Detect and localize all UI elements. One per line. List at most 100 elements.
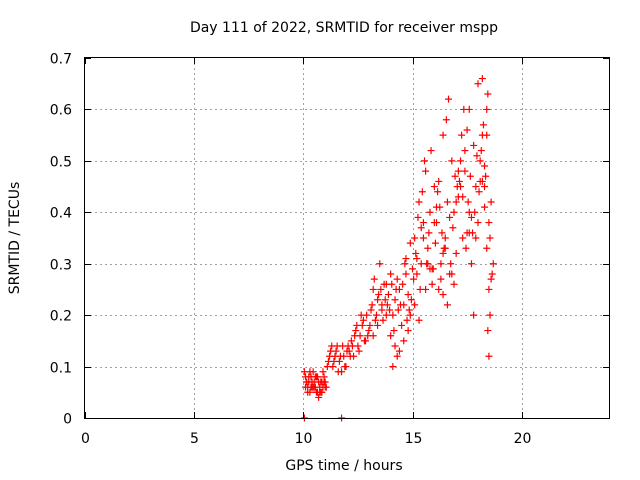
data-point [452,249,460,257]
data-point [390,327,398,335]
data-point [412,249,420,257]
data-point [422,167,430,175]
data-point [382,280,390,288]
data-point [374,296,382,304]
data-point [485,352,493,360]
data-point [366,321,374,329]
data-point [433,203,441,211]
data-point [485,285,493,293]
data-point [434,188,442,196]
data-point [404,327,412,335]
data-point [374,321,382,329]
data-point [417,224,425,232]
data-point [435,177,443,185]
data-point [357,311,365,319]
data-point [439,249,447,257]
data-point [486,311,494,319]
data-point [365,327,373,335]
data-point [379,316,387,324]
data-point [465,105,473,113]
data-point [383,301,391,309]
data-point [426,208,434,216]
data-point [474,219,482,227]
data-point [371,316,379,324]
data-point [430,219,438,227]
data-point [488,270,496,278]
grid-layer [85,58,609,418]
x-tick-label: 20 [514,431,532,447]
data-point [311,373,319,381]
data-point [391,342,399,350]
data-point [438,229,446,237]
data-point [346,352,354,360]
data-point [331,352,339,360]
y-tick-label: 0.2 [50,309,72,325]
data-point [392,285,400,293]
data-point [391,296,399,304]
data-point [342,363,350,371]
data-point [393,275,401,283]
data-point [410,275,418,283]
data-point [407,296,415,304]
data-point [483,105,491,113]
data-point [421,157,429,165]
data-point [427,147,435,155]
data-point [338,368,346,376]
data-point [309,383,317,391]
data-point [303,378,311,386]
data-point [372,311,380,319]
points-layer [300,75,497,422]
data-point [447,260,455,268]
data-point [457,157,465,165]
data-point [398,321,406,329]
data-point [400,337,408,345]
data-point [485,219,493,227]
data-point [459,234,467,242]
data-point [477,147,485,155]
data-point [443,301,451,309]
data-point [445,95,453,103]
data-point [387,332,395,340]
data-point [449,224,457,232]
data-point [470,311,478,319]
data-point [448,270,456,278]
data-point [414,213,422,221]
data-point [415,316,423,324]
data-point [377,285,385,293]
data-point [384,291,392,299]
data-point [479,121,487,129]
data-point [340,352,348,360]
data-point [404,291,412,299]
y-axis-label: SRMTID / TECUs [7,182,23,295]
tick-labels-layer: 0 0.1 0.2 0.3 0.4 0.5 0.6 0.7 0 5 10 15 20 [50,52,532,448]
data-point [368,301,376,309]
data-point [389,363,397,371]
ticks-layer [85,58,609,419]
data-point [387,270,395,278]
data-point [401,260,409,268]
y-tick-label: 0.1 [50,361,72,377]
data-point [329,363,337,371]
data-point [483,244,491,252]
y-tick-label: 0 [63,412,72,428]
data-point [463,126,471,134]
data-point [472,234,480,242]
data-point [454,167,462,175]
data-point [415,198,423,206]
data-point [473,152,481,160]
data-point [386,306,394,314]
data-point [457,183,465,191]
data-point [458,131,466,139]
data-point [318,378,326,386]
data-point [441,244,449,252]
data-point [448,157,456,165]
data-point [489,260,497,268]
data-point [355,347,363,355]
data-point [322,383,330,391]
data-point [406,239,414,247]
data-point [470,141,478,149]
x-tick-label: 5 [190,431,199,447]
data-point [396,301,404,309]
data-point [306,368,314,376]
